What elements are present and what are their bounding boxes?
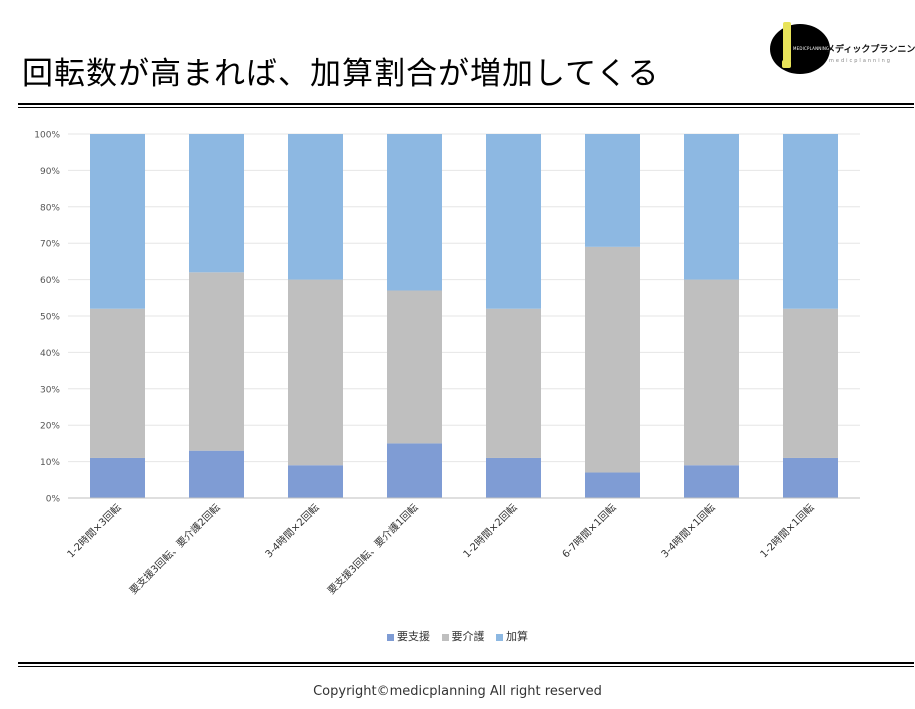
y-tick-label: 60% bbox=[40, 276, 60, 286]
logo-dot-icon bbox=[782, 60, 791, 68]
x-tick-label: 要支援3回転、要介護2回転 bbox=[127, 501, 223, 597]
legend-label-support: 要支援 bbox=[397, 630, 430, 643]
legend-swatch-addition bbox=[496, 633, 503, 641]
bar-segment bbox=[684, 279, 739, 466]
logo-sub-text: medicplanning bbox=[829, 58, 892, 64]
bar-segment bbox=[288, 134, 343, 280]
bar-segment bbox=[783, 457, 838, 498]
y-tick-label: 20% bbox=[40, 422, 60, 432]
bar-segment bbox=[90, 308, 145, 458]
y-tick-label: 0% bbox=[46, 495, 61, 505]
x-tick-label: 1-2時間×3回転 bbox=[65, 502, 124, 561]
y-tick-label: 90% bbox=[40, 167, 60, 177]
logo-brand-name: メディックプランニング bbox=[826, 45, 915, 55]
bar-segment bbox=[585, 246, 640, 473]
x-tick-label: 要支援3回転、要介護1回転 bbox=[325, 501, 421, 597]
bar-segment bbox=[90, 134, 145, 309]
logo-small-text: MEDICPLANNING bbox=[793, 46, 830, 51]
y-tick-label: 30% bbox=[40, 385, 60, 395]
legend-label-care: 要介護 bbox=[451, 630, 485, 643]
bar-segment bbox=[486, 134, 541, 309]
bar-segment bbox=[189, 450, 244, 498]
copyright-text: Copyright©medicplanning All right reserv… bbox=[313, 684, 602, 699]
bar-segment bbox=[783, 134, 838, 309]
bar-segment bbox=[387, 443, 442, 498]
bar-segment bbox=[288, 465, 343, 498]
bar-segment bbox=[486, 308, 541, 458]
bar-segment bbox=[585, 134, 640, 247]
x-tick-label: 3-4時間×1回転 bbox=[659, 502, 718, 561]
legend-label-addition: 加算 bbox=[506, 630, 528, 643]
x-tick-label: 1-2時間×2回転 bbox=[461, 502, 520, 561]
bar-segment bbox=[684, 465, 739, 498]
y-tick-label: 80% bbox=[40, 203, 60, 213]
x-tick-label: 1-2時間×1回転 bbox=[758, 502, 817, 561]
chart-legend: 要支援 要介護 加算 bbox=[0, 628, 915, 644]
y-axis: 0% 10% 20% 30% 40% 50% 60% 70% 80% 90% 100% bbox=[34, 131, 60, 505]
y-tick-label: 50% bbox=[40, 313, 60, 323]
legend-item-support: 要支援 bbox=[387, 628, 430, 644]
bar-segment bbox=[387, 134, 442, 291]
x-tick-label: 3-4時間×2回転 bbox=[263, 502, 322, 561]
bar-segment bbox=[189, 134, 244, 273]
x-axis: 1-2時間×3回転 要支援3回転、要介護2回転 3-4時間×2回転 要支援3回転、要介… bbox=[65, 497, 860, 597]
legend-item-addition: 加算 bbox=[496, 628, 528, 644]
x-tick-label: 6-7時間×1回転 bbox=[560, 502, 619, 561]
bar-segment bbox=[90, 457, 145, 498]
y-tick-label: 10% bbox=[40, 458, 60, 468]
logo-exclamation-icon bbox=[783, 22, 791, 62]
chart-bars bbox=[90, 134, 838, 498]
bar-segment bbox=[486, 457, 541, 498]
y-tick-label: 40% bbox=[40, 349, 60, 359]
bar-segment bbox=[684, 134, 739, 280]
page-title: 回転数が高まれば、加算割合が増加してくる bbox=[22, 56, 660, 92]
legend-swatch-support bbox=[387, 633, 394, 641]
bar-segment bbox=[783, 308, 838, 458]
y-tick-label: 70% bbox=[40, 240, 60, 250]
header-rule-thin bbox=[18, 107, 914, 108]
footer-rule-thin bbox=[18, 666, 914, 667]
legend-item-care: 要介護 bbox=[441, 628, 485, 644]
bar-segment bbox=[189, 272, 244, 451]
bar-segment bbox=[387, 290, 442, 444]
chart-grid bbox=[68, 133, 860, 463]
legend-swatch-care bbox=[441, 633, 449, 641]
header-rule-thick bbox=[18, 103, 914, 105]
bar-segment bbox=[288, 279, 343, 466]
footer-rule-thick bbox=[18, 662, 914, 664]
logo-circle bbox=[770, 24, 830, 74]
bar-segment bbox=[585, 472, 640, 498]
y-tick-label: 100% bbox=[34, 131, 60, 141]
